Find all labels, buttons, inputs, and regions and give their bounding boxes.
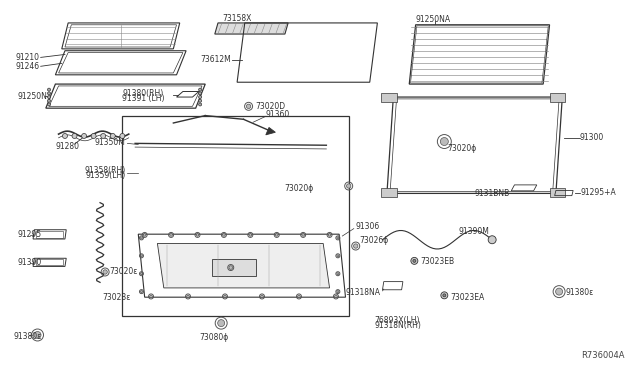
Text: 91380ε: 91380ε [566,288,594,297]
Circle shape [110,134,115,138]
Circle shape [335,295,337,298]
Text: 73158X: 73158X [223,14,252,23]
Text: 91359(LH): 91359(LH) [85,171,125,180]
Text: 91350M: 91350M [95,138,125,147]
Polygon shape [157,243,330,288]
Circle shape [100,134,106,138]
Circle shape [353,244,358,248]
Circle shape [556,288,563,295]
Polygon shape [550,188,565,197]
Circle shape [413,259,416,262]
Polygon shape [381,93,397,102]
Circle shape [103,270,108,274]
Text: 91280: 91280 [56,142,79,151]
Text: 73020D: 73020D [255,102,285,111]
Circle shape [187,295,189,298]
Circle shape [346,184,351,188]
Circle shape [223,234,225,236]
Circle shape [34,331,41,339]
Circle shape [91,134,96,138]
Circle shape [140,237,143,239]
Polygon shape [215,23,288,34]
Circle shape [140,273,143,275]
Bar [36,259,63,265]
Text: 91391 (LH): 91391 (LH) [122,94,165,103]
Circle shape [302,234,305,236]
Circle shape [63,134,67,138]
Circle shape [47,103,51,106]
Circle shape [440,138,448,145]
Circle shape [47,99,51,102]
Text: 91250N: 91250N [17,92,47,101]
Text: 73612M: 73612M [200,55,231,64]
Circle shape [81,134,86,138]
Circle shape [198,92,202,95]
Circle shape [246,104,251,109]
Text: 91390M: 91390M [459,227,490,236]
Circle shape [72,134,77,138]
Text: 73023ε: 73023ε [102,293,131,302]
Text: 91358(RH): 91358(RH) [84,166,125,174]
Text: R736004A: R736004A [581,351,625,360]
Circle shape [140,291,143,293]
Circle shape [218,320,225,327]
Circle shape [337,291,339,293]
Circle shape [488,236,496,244]
Text: 91306: 91306 [355,222,380,231]
Circle shape [47,96,51,99]
Text: 73023EA: 73023EA [451,293,485,302]
Circle shape [275,234,278,236]
Circle shape [224,295,227,298]
Polygon shape [381,188,397,197]
Text: 91380ε: 91380ε [14,331,42,341]
Text: 73026ϕ: 73026ϕ [360,236,388,246]
Polygon shape [550,93,565,102]
Circle shape [198,99,202,102]
Text: 91295+A: 91295+A [580,188,616,197]
Circle shape [47,88,51,91]
Circle shape [198,103,202,106]
Circle shape [150,295,152,298]
Circle shape [229,266,232,269]
Text: 91318N(RH): 91318N(RH) [374,321,421,330]
Bar [36,231,63,238]
Text: 76893X(LH): 76893X(LH) [374,316,420,325]
Polygon shape [266,128,275,135]
Circle shape [260,295,263,298]
Circle shape [337,273,339,275]
Circle shape [337,237,339,239]
Text: 91360: 91360 [266,110,290,119]
Circle shape [120,134,125,138]
Text: 91246: 91246 [15,62,40,71]
Circle shape [196,234,199,236]
Circle shape [198,96,202,99]
Text: 91318NA: 91318NA [346,288,381,297]
Circle shape [411,257,418,264]
Bar [212,259,256,276]
Circle shape [170,234,172,236]
Circle shape [198,88,202,91]
Text: 91300: 91300 [579,133,604,142]
Text: 91390: 91390 [17,258,42,267]
Circle shape [328,234,331,236]
Text: 73020ε: 73020ε [109,267,138,276]
Circle shape [143,234,146,236]
Text: 9131BNB: 9131BNB [474,189,509,198]
Text: 91210: 91210 [15,53,40,62]
Circle shape [441,292,448,299]
Text: 91380(RH): 91380(RH) [122,89,164,98]
Text: 73080ϕ: 73080ϕ [199,333,228,343]
Text: 73020ϕ: 73020ϕ [284,184,314,193]
Text: 91250NA: 91250NA [415,15,451,24]
Circle shape [443,294,446,297]
Circle shape [298,295,300,298]
Bar [122,116,349,316]
Circle shape [140,255,143,257]
Text: 73023EB: 73023EB [420,257,454,266]
Circle shape [47,92,51,95]
Text: 73020ϕ: 73020ϕ [447,144,477,153]
Circle shape [337,255,339,257]
Text: 91295: 91295 [17,230,41,240]
Circle shape [249,234,252,236]
